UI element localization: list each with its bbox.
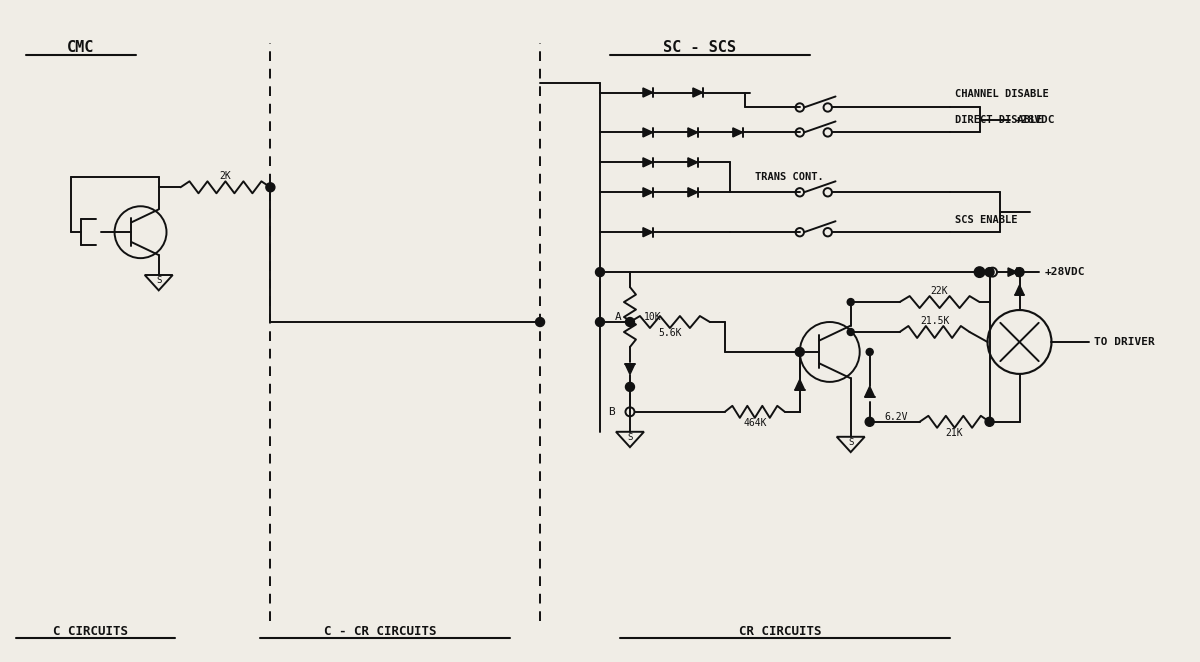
Text: S: S [848, 438, 853, 447]
Text: A: A [614, 312, 622, 322]
Circle shape [625, 383, 635, 391]
Circle shape [847, 299, 854, 306]
Text: S: S [156, 276, 161, 285]
Text: 10K: 10K [644, 312, 661, 322]
Text: 21K: 21K [946, 428, 964, 438]
Text: 5.6K: 5.6K [658, 328, 682, 338]
Polygon shape [643, 228, 653, 237]
Text: SCS ENABLE: SCS ENABLE [954, 215, 1018, 225]
Circle shape [595, 267, 605, 277]
Polygon shape [688, 188, 697, 197]
Polygon shape [865, 387, 875, 397]
Text: 21.5K: 21.5K [920, 316, 949, 326]
Circle shape [866, 348, 874, 355]
Text: C CIRCUITS: C CIRCUITS [53, 625, 128, 638]
Polygon shape [1008, 268, 1018, 276]
Circle shape [865, 417, 874, 426]
Circle shape [625, 318, 635, 326]
Text: CHANNEL DISABLE: CHANNEL DISABLE [954, 89, 1049, 99]
Text: S: S [628, 433, 632, 442]
Polygon shape [688, 158, 697, 167]
Polygon shape [733, 128, 743, 137]
Text: 2K: 2K [220, 171, 232, 181]
Text: DIRECT DISABLE: DIRECT DISABLE [954, 115, 1042, 125]
Polygon shape [643, 188, 653, 197]
Text: TRANS CONT.: TRANS CONT. [755, 172, 823, 182]
Text: SC - SCS: SC - SCS [664, 40, 737, 55]
Text: TO DRIVER: TO DRIVER [1094, 337, 1156, 347]
Polygon shape [1015, 285, 1024, 295]
Circle shape [1015, 267, 1024, 277]
Polygon shape [692, 88, 703, 97]
Circle shape [796, 348, 804, 356]
Polygon shape [643, 88, 653, 97]
Text: +28VDC: +28VDC [1044, 267, 1085, 277]
Text: C - CR CIRCUITS: C - CR CIRCUITS [324, 625, 437, 638]
Polygon shape [688, 128, 697, 137]
Circle shape [985, 267, 994, 277]
Circle shape [535, 318, 545, 326]
Circle shape [595, 318, 605, 326]
Circle shape [266, 183, 275, 192]
Text: 6.2V: 6.2V [884, 412, 908, 422]
Polygon shape [643, 128, 653, 137]
Polygon shape [794, 379, 805, 390]
Circle shape [976, 267, 984, 277]
Polygon shape [625, 364, 635, 375]
Text: CMC: CMC [67, 40, 95, 55]
Text: CR CIRCUITS: CR CIRCUITS [738, 625, 821, 638]
Polygon shape [643, 158, 653, 167]
Circle shape [847, 328, 854, 336]
Circle shape [985, 417, 994, 426]
Text: 464K: 464K [743, 418, 767, 428]
Text: 22K: 22K [931, 286, 948, 296]
Text: B: B [608, 407, 614, 417]
Text: +28VDC: +28VDC [1014, 115, 1055, 125]
